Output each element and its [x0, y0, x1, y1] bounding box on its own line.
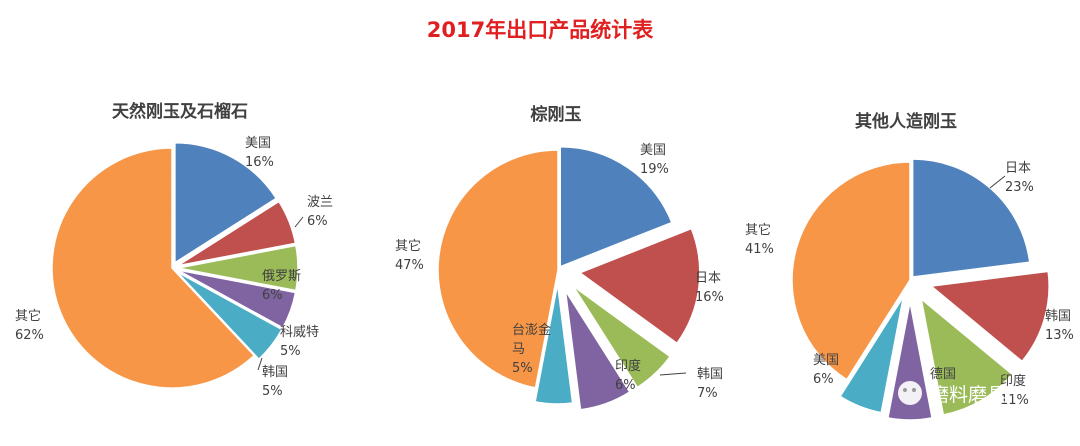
pie-slice-3-3 [920, 297, 1014, 416]
pie-label-line: 47% [395, 258, 424, 273]
pie-label-line: 印度 [1000, 373, 1026, 389]
pie-label-line: 41% [745, 242, 774, 257]
pie-label-line: 台澎金 [512, 322, 551, 338]
pie-label-line: 13% [1045, 328, 1074, 343]
pie-label-line: 5% [280, 344, 301, 359]
pie-label-line: 6% [615, 378, 636, 393]
pie-label-line: 马 [512, 342, 525, 357]
pie-label-2-5: 台澎金马 5% [512, 322, 551, 376]
pie-label-line: 韩国 [262, 365, 288, 380]
wechat-icon-eye-left [903, 388, 907, 392]
pie-label-2-2: 日本 16% [695, 271, 724, 305]
pie-label-3-6: 其它 41% [745, 222, 774, 257]
pie-label-3-3: 印度 11% [1000, 373, 1029, 408]
pie-label-line: 日本 [1005, 161, 1031, 176]
pie-label-line: 11% [1000, 393, 1029, 408]
watermark: 磨料磨具 [898, 381, 1006, 406]
pie-label-3-2: 韩国 13% [1045, 309, 1074, 343]
pie-label-line: 19% [640, 162, 669, 177]
pie-slice-1-4 [177, 269, 297, 329]
leader-line [257, 357, 263, 371]
pie-label-line: 其它 [745, 222, 771, 238]
pie-slice-2-5 [534, 283, 574, 405]
pie-label-line: 6% [307, 214, 328, 229]
wechat-icon-eye-right [912, 388, 916, 392]
pie-label-line: 科威特 [280, 325, 319, 340]
pie-label-1-1: 美国 16% [245, 136, 274, 170]
leader-line [989, 175, 1006, 189]
wechat-icon [898, 381, 922, 405]
pie-label-line: 印度 [615, 358, 641, 374]
pie-label-3-1: 日本 23% [1005, 161, 1034, 195]
pie-label-line: 62% [15, 328, 44, 343]
pie-label-1-3: 俄罗斯 6% [262, 269, 301, 303]
pie-slice-2-3 [572, 285, 672, 389]
pie-slice-1-6 [51, 147, 256, 389]
leader-line [659, 372, 687, 376]
pie-label-line: 6% [813, 372, 834, 387]
pie-slice-1-1 [174, 141, 278, 265]
pie-slice-2-1 [559, 145, 673, 268]
pie-slice-1-2 [177, 200, 297, 267]
pie-label-line: 16% [245, 155, 274, 170]
pie-label-line: 波兰 [307, 195, 333, 210]
pie-label-line: 5% [262, 384, 283, 399]
pie-label-2-3: 印度 6% [615, 358, 641, 393]
pie-chart-1-title: 天然刚玉及石榴石 [112, 101, 248, 122]
pie-label-2-4: 韩国 7% [697, 367, 723, 401]
pie-label-line: 5% [512, 361, 533, 376]
pie-slice-1-5 [176, 271, 283, 361]
pie-label-line: 日本 [695, 271, 721, 286]
pie-slice-3-6 [791, 161, 911, 381]
pie-slice-2-6 [437, 149, 559, 389]
pie-label-3-5: 美国 6% [813, 353, 839, 387]
pie-label-line: 美国 [813, 353, 839, 368]
pie-chart-3-title: 其他人造刚玉 [855, 111, 957, 132]
pie-label-line: 德国 [930, 367, 956, 382]
pie-label-1-5: 韩国 5% [262, 365, 288, 399]
pie-slice-1-3 [177, 244, 299, 292]
watermark-text: 磨料磨具 [930, 384, 1006, 406]
pie-label-line: 其它 [15, 308, 41, 324]
pie-label-line: 23% [1005, 180, 1034, 195]
pie-label-line: 韩国 [1045, 309, 1071, 324]
pie-label-1-4: 科威特 5% [280, 325, 319, 359]
leader-line [294, 216, 304, 228]
pie-chart-2-title: 棕刚玉 [531, 104, 582, 125]
pie-label-line: 俄罗斯 [262, 269, 301, 284]
pie-slice-3-1 [911, 158, 1031, 278]
pie-slice-2-2 [578, 227, 701, 345]
pie-label-2-6: 其它 47% [395, 238, 424, 273]
pie-label-1-6: 其它 62% [15, 308, 44, 343]
main-title: 2017年出口产品统计表 [427, 18, 654, 42]
pie-label-line: 16% [695, 290, 724, 305]
pie-slice-2-4 [564, 290, 631, 411]
pie-slice-3-2 [929, 270, 1050, 363]
pie-label-1-2: 波兰 6% [307, 195, 333, 229]
pie-label-line: 6% [262, 288, 283, 303]
pie-label-line: 7% [697, 386, 718, 401]
pie-label-line: 韩国 [697, 367, 723, 382]
pie-label-line: 美国 [245, 136, 271, 151]
pie-label-3-4: 德国 [930, 367, 956, 382]
pie-label-2-1: 美国 19% [640, 143, 669, 177]
pie-label-line: 其它 [395, 238, 421, 254]
pie-label-line: 美国 [640, 143, 666, 158]
pie-slice-3-5 [839, 296, 905, 414]
